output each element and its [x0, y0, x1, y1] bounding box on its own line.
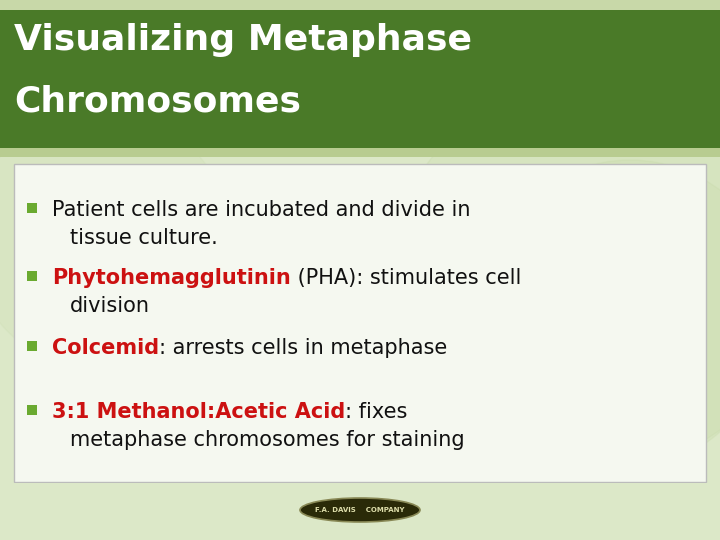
- Bar: [27, 341, 37, 351]
- Bar: [0, 10, 720, 150]
- Text: Colcemid: Colcemid: [52, 338, 159, 358]
- Bar: [0, 148, 720, 157]
- Bar: [0, 0, 720, 10]
- Text: Patient cells are incubated and divide in: Patient cells are incubated and divide i…: [52, 200, 470, 220]
- Circle shape: [480, 160, 720, 460]
- Text: (PHA): stimulates cell: (PHA): stimulates cell: [291, 268, 521, 288]
- Text: Visualizing Metaphase: Visualizing Metaphase: [14, 23, 472, 57]
- Bar: [27, 405, 37, 415]
- Text: : fixes: : fixes: [346, 402, 408, 422]
- Ellipse shape: [300, 498, 420, 522]
- Circle shape: [390, 80, 720, 480]
- Text: division: division: [70, 296, 150, 316]
- Text: metaphase chromosomes for staining: metaphase chromosomes for staining: [70, 430, 464, 450]
- Text: F.A. DAVIS    COMPANY: F.A. DAVIS COMPANY: [315, 507, 405, 513]
- Circle shape: [0, 110, 230, 370]
- Text: 3:1 Methanol:Acetic Acid: 3:1 Methanol:Acetic Acid: [52, 402, 346, 422]
- Bar: [27, 203, 37, 213]
- FancyBboxPatch shape: [14, 164, 706, 482]
- Bar: [27, 271, 37, 281]
- Text: : arrests cells in metaphase: : arrests cells in metaphase: [159, 338, 447, 358]
- Bar: [0, 483, 720, 540]
- Text: tissue culture.: tissue culture.: [70, 228, 217, 248]
- Text: Chromosomes: Chromosomes: [14, 85, 301, 119]
- Text: Phytohemagglutinin: Phytohemagglutinin: [52, 268, 291, 288]
